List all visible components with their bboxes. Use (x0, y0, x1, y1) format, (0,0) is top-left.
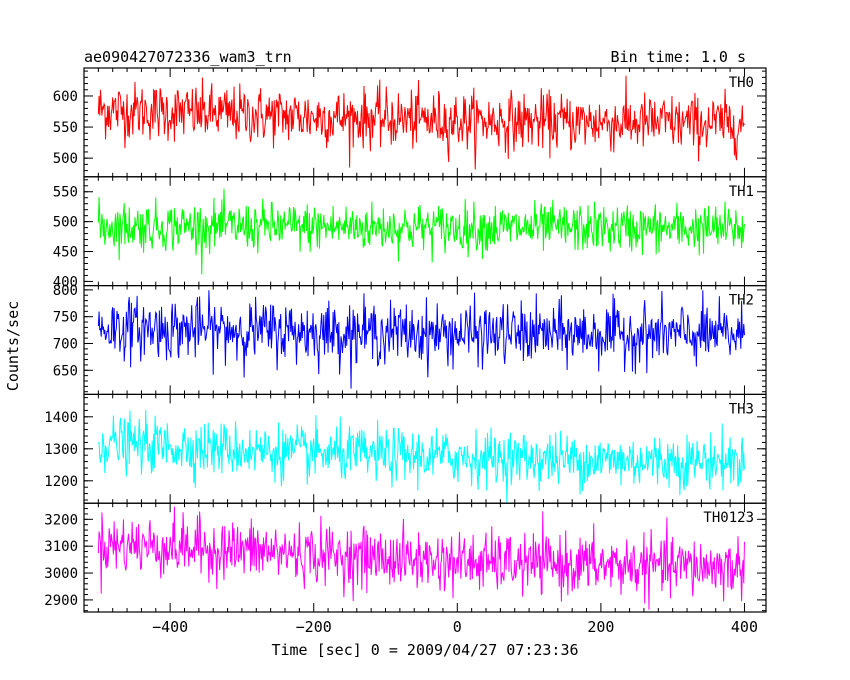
series-line-th3 (97, 409, 745, 503)
y-tick-label: 400 (53, 274, 78, 290)
y-tick-label: 1400 (44, 410, 78, 426)
y-tick-label: 3100 (44, 539, 78, 555)
y-tick-label: 1300 (44, 442, 78, 458)
series-label-th2: TH2 (729, 293, 754, 309)
y-tick-label: 1200 (44, 474, 78, 490)
x-axis: −400 −200 0 200 400 (152, 618, 758, 636)
y-tick-label: 750 (53, 310, 78, 326)
series-line-th0 (97, 75, 745, 170)
y-tick-label: 550 (53, 185, 78, 201)
panels-group: 500 550 600 TH0 400 450 500 550 TH1 650 700 750 800 T… (44, 67, 767, 613)
series-label-th0: TH0 (729, 75, 754, 91)
x-tick-label: 200 (587, 618, 614, 636)
x-tick-label: 0 (453, 618, 462, 636)
y-tick-label: 800 (53, 283, 78, 299)
panel-th0: 500 550 600 TH0 (53, 67, 767, 178)
x-tick-label: −400 (152, 618, 188, 636)
x-tick-label: −200 (296, 618, 332, 636)
series-line-th0123 (97, 506, 745, 610)
series-label-th3: TH3 (729, 401, 754, 417)
y-tick-label: 2900 (44, 593, 78, 609)
panel-th1: 400 450 500 550 TH1 (53, 176, 767, 290)
y-tick-label: 500 (53, 215, 78, 231)
y-tick-label: 700 (53, 336, 78, 352)
y-tick-label: 650 (53, 363, 78, 379)
y-tick-label: 3200 (44, 512, 78, 528)
panel-th3: 1200 1300 1400 TH3 (44, 393, 767, 504)
y-tick-label: 450 (53, 245, 78, 261)
y-axis-label: Counts/sec (4, 301, 22, 391)
panel-frame (83, 67, 767, 178)
x-tick-label: 400 (731, 618, 758, 636)
y-tick-label: 550 (53, 120, 78, 136)
series-label-th1: TH1 (729, 184, 754, 200)
bin-time-label: Bin time: 1.0 s (611, 48, 746, 66)
panel-th0123: 2900 3000 3100 3200 TH0123 (44, 502, 767, 613)
chart-title: ae090427072336_wam3_trn (84, 48, 292, 66)
y-tick-label: 500 (53, 151, 78, 167)
series-label-th0123: TH0123 (703, 510, 754, 526)
panel-frame (83, 502, 767, 613)
y-tick-label: 3000 (44, 566, 78, 582)
x-axis-label: Time [sec] 0 = 2009/04/27 07:23:36 (271, 641, 578, 659)
series-line-th1 (97, 188, 745, 275)
series-line-th2 (97, 290, 745, 389)
y-tick-label: 600 (53, 89, 78, 105)
panel-th2: 650 700 750 800 TH2 (53, 283, 767, 396)
